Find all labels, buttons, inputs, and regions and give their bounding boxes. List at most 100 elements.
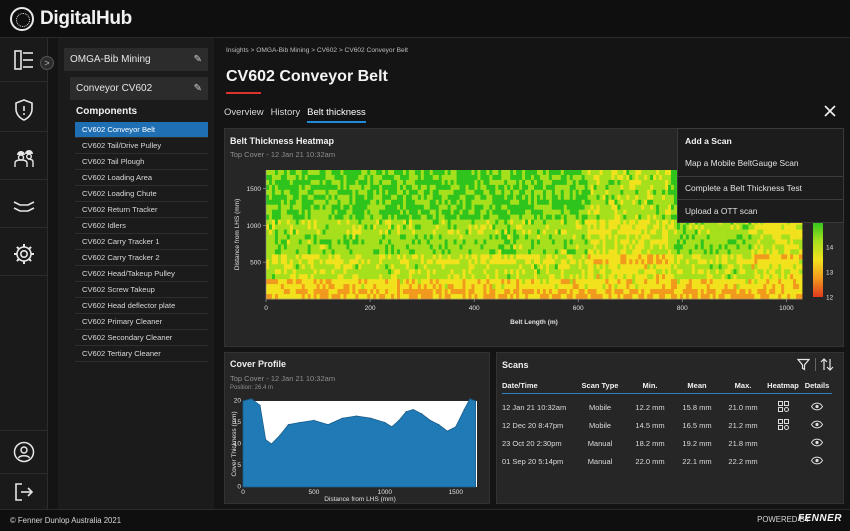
heatmap-cell: [486, 219, 490, 225]
eye-icon[interactable]: [810, 402, 824, 411]
heatmap-icon[interactable]: [777, 418, 789, 430]
heatmap-cell: [569, 239, 574, 245]
conveyor-selector[interactable]: Conveyor CV602 ✎: [70, 77, 208, 100]
heatmap-cell: [417, 264, 422, 270]
heatmap-cell: [468, 219, 472, 225]
heatmap-cell: [444, 294, 449, 300]
component-item[interactable]: CV602 Tail/Drive Pulley: [75, 138, 208, 154]
sidebar-collapse-button[interactable]: >: [40, 56, 54, 70]
component-item[interactable]: CV602 Conveyor Belt: [75, 122, 208, 138]
component-item[interactable]: CV602 Secondary Cleaner: [75, 330, 208, 346]
scan-row[interactable]: 01 Sep 20 5:14pm Manual 22.0 mm 22.1 mm 22.2…: [502, 452, 832, 470]
nav-logout[interactable]: [0, 470, 48, 514]
heatmap-cell: [554, 234, 559, 240]
heatmap-cell: [379, 289, 383, 295]
heatmap-cell: [295, 279, 300, 285]
heatmap-cell: [745, 279, 749, 285]
heatmap-cell: [373, 204, 377, 211]
heatmap-cell: [587, 294, 591, 300]
heatmap-cell: [605, 174, 609, 181]
heatmap-cell: [465, 199, 469, 206]
eye-icon[interactable]: [810, 456, 824, 465]
col-min[interactable]: Min.: [642, 381, 658, 390]
heatmap-cell: [483, 170, 487, 176]
component-item[interactable]: CV602 Idlers: [75, 218, 208, 234]
component-item[interactable]: CV602 Loading Area: [75, 170, 208, 186]
component-item[interactable]: CV602 Head deflector plate: [75, 298, 208, 314]
heatmap-cell: [548, 279, 553, 285]
heatmap-cell: [572, 224, 577, 230]
heatmap-cell: [331, 179, 335, 186]
heatmap-cell: [447, 214, 452, 221]
heatmap-cell: [295, 214, 300, 221]
nav-security[interactable]: [0, 88, 48, 132]
heatmap-cell: [665, 294, 669, 300]
heatmap-cell: [417, 170, 422, 176]
component-item[interactable]: CV602 Primary Cleaner: [75, 314, 208, 330]
nav-settings[interactable]: [0, 232, 48, 276]
heatmap-cell: [548, 264, 553, 270]
component-item[interactable]: CV602 Tail Plough: [75, 154, 208, 170]
heatmap-cell: [483, 284, 487, 290]
heatmap-cell: [736, 244, 740, 250]
component-item[interactable]: CV602 Carry Tracker 1: [75, 234, 208, 250]
heatmap-cell: [504, 224, 508, 230]
breadcrumb[interactable]: Insights > OMGA-Bib Mining > CV602 > CV6…: [226, 47, 408, 54]
heatmap-cell: [557, 184, 562, 191]
eye-icon[interactable]: [810, 438, 824, 447]
heatmap-cell: [277, 189, 282, 196]
scan-row[interactable]: 12 Dec 20 8:47pm Mobile 14.5 mm 16.5 mm 21.2…: [502, 416, 832, 434]
pencil-icon[interactable]: ✎: [193, 54, 202, 65]
filter-icon[interactable]: [797, 358, 810, 371]
heatmap-cell: [766, 249, 770, 255]
component-item[interactable]: CV602 Loading Chute: [75, 186, 208, 202]
nav-workers[interactable]: [0, 136, 48, 180]
tab-overview[interactable]: Overview: [224, 107, 264, 118]
heatmap-icon[interactable]: [777, 400, 789, 412]
nav-conveyor[interactable]: [0, 184, 48, 228]
site-selector[interactable]: OMGA-Bib Mining ✎: [64, 48, 208, 71]
scan-row[interactable]: 23 Oct 20 2:30pm Manual 18.2 mm 19.2 mm 21.8…: [502, 434, 832, 452]
component-item[interactable]: CV602 Carry Tracker 2: [75, 250, 208, 266]
pencil-icon[interactable]: ✎: [193, 83, 202, 94]
heatmap-cell: [310, 259, 315, 265]
heatmap-cell: [319, 279, 323, 285]
heatmap-cell: [331, 294, 335, 300]
heatmap-cell: [340, 284, 344, 290]
heatmap-cell: [641, 189, 645, 196]
heatmap-cell: [691, 244, 696, 250]
heatmap-cell: [605, 224, 609, 230]
component-item[interactable]: CV602 Return Tracker: [75, 202, 208, 218]
details-cell: [802, 438, 832, 449]
sort-icon[interactable]: [820, 358, 834, 371]
heatmap-cell: [751, 264, 755, 270]
close-icon[interactable]: [823, 104, 837, 118]
col-max[interactable]: Max.: [734, 381, 752, 390]
menu-item-thickness-test[interactable]: Complete a Belt Thickness Test: [678, 176, 843, 200]
scan-row[interactable]: 12 Jan 21 10:32am Mobile 12.2 mm 15.8 mm 21.…: [502, 398, 832, 416]
component-item[interactable]: CV602 Tertiary Cleaner: [75, 346, 208, 362]
component-item[interactable]: CV602 Screw Takeup: [75, 282, 208, 298]
heatmap-cell: [444, 184, 449, 191]
heatmap-cell: [635, 234, 639, 240]
heatmap-cell: [477, 239, 481, 245]
col-datetime[interactable]: Date/Time: [502, 381, 538, 390]
heatmap-cell: [587, 254, 591, 260]
menu-item-map-beltgauge[interactable]: Map a Mobile BeltGauge Scan: [685, 158, 799, 168]
tab-belt-thickness[interactable]: Belt thickness: [307, 107, 366, 123]
app-logo[interactable]: DigitalHub: [10, 6, 132, 31]
heatmap-cell: [394, 204, 398, 211]
nav-profile[interactable]: [0, 430, 48, 474]
heatmap-cell: [397, 244, 401, 250]
col-heatmap[interactable]: Heatmap: [767, 381, 799, 390]
nav-insights[interactable]: [0, 38, 48, 82]
col-mean[interactable]: Mean: [687, 381, 707, 390]
component-item[interactable]: CV602 Head/Takeup Pulley: [75, 266, 208, 282]
heatmap-cell: [721, 279, 725, 285]
eye-icon[interactable]: [810, 420, 824, 429]
col-details[interactable]: Details: [804, 381, 830, 390]
tab-history[interactable]: History: [270, 107, 301, 118]
menu-item-upload-ott[interactable]: Upload a OTT scan: [685, 206, 758, 216]
col-scan-type[interactable]: Scan Type: [581, 381, 619, 390]
